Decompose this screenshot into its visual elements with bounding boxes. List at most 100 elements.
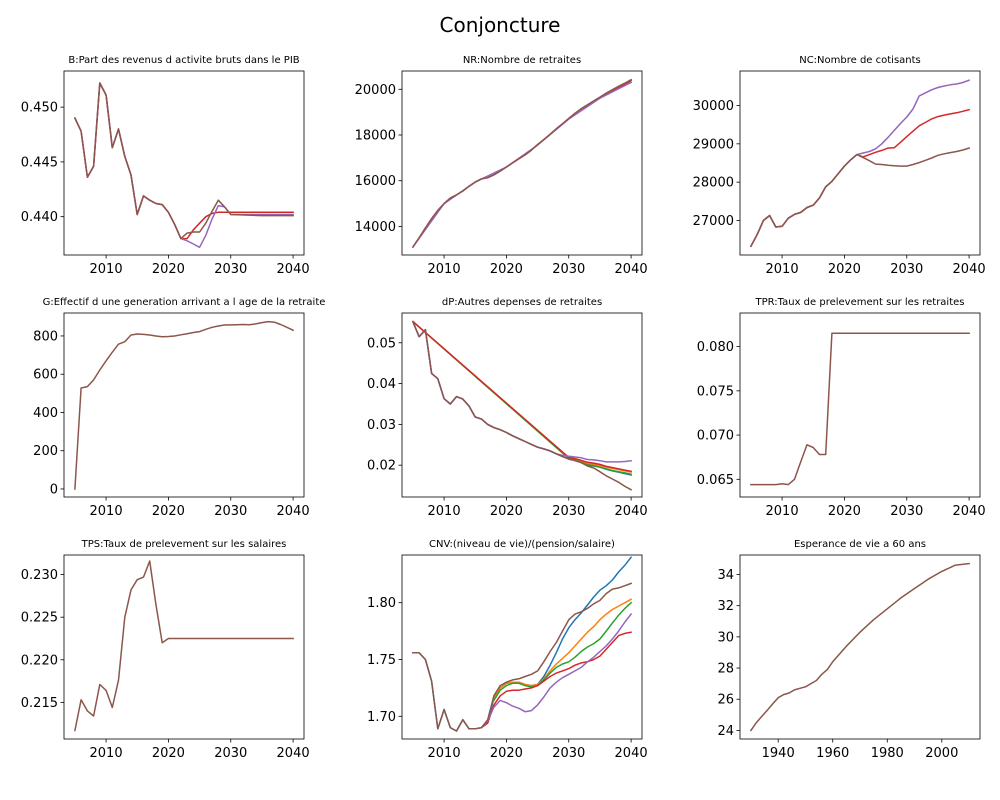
subplot-grid: B:Part des revenus d activite bruts dans… [21, 55, 986, 761]
y-tick-label: 0 [50, 482, 58, 497]
series-line-6 [412, 582, 633, 732]
y-tick-label: 1.70 [367, 710, 396, 725]
series-group [749, 562, 970, 732]
x-tick-label: 2040 [615, 504, 648, 519]
axes-frame [739, 70, 981, 256]
subplot-2: NR:Nombre de retraites 2010 2020 2030 2040 14… [355, 55, 648, 277]
x-tick-label: 2040 [953, 504, 986, 519]
x-tick-label: 2030 [214, 262, 247, 277]
subplot-9: Esperance de vie a 60 ans 1940 1960 1980 200… [717, 539, 981, 761]
y-tick-label: 600 [33, 368, 58, 383]
y-tick-label: 0.225 [21, 611, 58, 626]
y-tick-label: 400 [33, 406, 58, 421]
subplot-title: G:Effectif d une generation arrivant a l… [43, 297, 326, 308]
series-line-5 [480, 613, 633, 729]
subplot-title: dP:Autres depenses de retraites [442, 297, 602, 308]
series-line-1 [74, 560, 294, 732]
axes-frame [401, 554, 643, 740]
x-tick-label: 2010 [428, 262, 461, 277]
subplot-title: TPS:Taux de prelevement sur les salaires [81, 539, 287, 550]
series-group [74, 320, 295, 490]
x-tick-label: 2040 [277, 504, 310, 519]
x-tick-label: 2010 [90, 746, 123, 761]
x-tick-label: 2040 [615, 262, 648, 277]
series-group [412, 556, 633, 732]
subplot-1: B:Part des revenus d activite bruts dans… [21, 55, 310, 277]
axes-frame [739, 312, 981, 498]
y-tick-label: 0.445 [21, 155, 58, 170]
series-line-2 [492, 598, 633, 700]
x-tick-label: 2020 [828, 504, 861, 519]
x-tick-label: 2020 [152, 262, 185, 277]
series-group [73, 82, 294, 249]
axes-frame [63, 554, 305, 740]
x-tick-label: 2020 [152, 746, 185, 761]
x-tick-label: 2030 [552, 746, 585, 761]
y-tick-label: 0.230 [21, 568, 58, 583]
series-line-3 [492, 601, 633, 702]
x-tick-label: 2030 [214, 504, 247, 519]
subplot-title: B:Part des revenus d activite bruts dans… [68, 55, 299, 66]
x-tick-label: 2030 [214, 746, 247, 761]
x-tick-label: 1940 [762, 746, 795, 761]
y-tick-label: 0.215 [21, 696, 58, 711]
series-group [74, 560, 294, 732]
x-tick-label: 2020 [152, 504, 185, 519]
y-tick-label: 32 [717, 599, 734, 614]
y-tick-label: 26 [717, 693, 734, 708]
series-line-3 [411, 78, 633, 249]
y-tick-label: 200 [33, 444, 58, 459]
x-tick-label: 2020 [490, 262, 523, 277]
y-tick-label: 30 [717, 630, 734, 645]
figure-title: Conjoncture [440, 13, 561, 37]
x-tick-label: 2040 [277, 746, 310, 761]
x-tick-label: 1960 [816, 746, 849, 761]
x-tick-label: 2040 [953, 262, 986, 277]
subplot-title: Esperance de vie a 60 ans [794, 539, 926, 550]
subplot-3: NC:Nombre de cotisants 2010 2020 2030 2040 27… [693, 55, 986, 277]
y-tick-label: 0.080 [697, 340, 734, 355]
y-tick-label: 0.065 [697, 473, 734, 488]
series-line-6 [411, 320, 633, 491]
y-tick-label: 0.02 [367, 459, 396, 474]
x-tick-label: 2030 [552, 504, 585, 519]
series-group [411, 320, 633, 491]
y-tick-label: 0.05 [367, 336, 396, 351]
x-tick-label: 2010 [428, 504, 461, 519]
axes-frame [739, 554, 981, 740]
y-tick-label: 27000 [693, 214, 734, 229]
y-tick-label: 1.80 [367, 596, 396, 611]
y-tick-label: 0.04 [367, 377, 396, 392]
y-tick-label: 28000 [693, 176, 734, 191]
x-tick-label: 2020 [828, 262, 861, 277]
subplot-title: NC:Nombre de cotisants [799, 55, 921, 66]
series-group [749, 79, 971, 248]
y-tick-label: 30000 [693, 99, 734, 114]
x-tick-label: 2030 [890, 262, 923, 277]
x-tick-label: 2010 [766, 504, 799, 519]
y-tick-label: 0.070 [697, 429, 734, 444]
series-line-1 [750, 332, 970, 486]
y-tick-label: 18000 [355, 129, 396, 144]
x-tick-label: 2010 [766, 262, 799, 277]
x-tick-label: 2030 [890, 504, 923, 519]
subplot-7: TPS:Taux de prelevement sur les salaires… [21, 539, 310, 761]
y-tick-label: 0.220 [21, 653, 58, 668]
series-line-3 [749, 147, 971, 248]
series-line-1 [749, 562, 970, 732]
x-tick-label: 2010 [90, 504, 123, 519]
subplot-title: TPR:Taux de prelevement sur les retraite… [755, 297, 965, 308]
y-tick-label: 24 [717, 724, 734, 739]
y-tick-label: 0.075 [697, 384, 734, 399]
y-tick-label: 0.03 [367, 418, 396, 433]
x-tick-label: 2000 [925, 746, 958, 761]
x-tick-label: 2010 [428, 746, 461, 761]
series-group [750, 332, 970, 486]
series-line-3 [73, 82, 294, 240]
series-line-4 [411, 320, 632, 473]
x-tick-label: 2040 [615, 746, 648, 761]
y-tick-label: 29000 [693, 137, 734, 152]
subplot-6: TPR:Taux de prelevement sur les retraite… [697, 297, 986, 519]
